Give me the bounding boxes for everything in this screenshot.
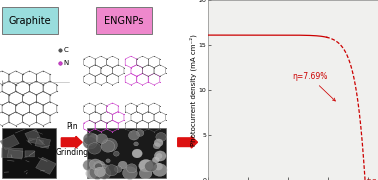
Polygon shape	[2, 148, 23, 158]
Circle shape	[122, 167, 137, 179]
Y-axis label: Photocurrent density (mA cm⁻²): Photocurrent density (mA cm⁻²)	[190, 34, 197, 146]
Polygon shape	[35, 137, 51, 148]
Circle shape	[156, 154, 162, 159]
Circle shape	[132, 149, 142, 158]
Circle shape	[86, 168, 98, 179]
Circle shape	[83, 160, 96, 171]
Text: N: N	[64, 60, 69, 66]
FancyArrow shape	[61, 136, 82, 148]
FancyBboxPatch shape	[2, 128, 56, 178]
Polygon shape	[7, 150, 23, 159]
Circle shape	[96, 169, 103, 175]
Text: ENGNPs: ENGNPs	[104, 16, 143, 26]
Circle shape	[96, 134, 107, 143]
FancyBboxPatch shape	[2, 7, 58, 34]
Circle shape	[129, 131, 139, 140]
Text: C: C	[64, 47, 68, 53]
Circle shape	[139, 159, 153, 172]
Circle shape	[152, 164, 167, 176]
FancyBboxPatch shape	[87, 128, 166, 178]
Circle shape	[83, 137, 97, 149]
Text: Graphite: Graphite	[9, 16, 51, 26]
Polygon shape	[36, 157, 56, 174]
Circle shape	[118, 161, 127, 169]
Circle shape	[144, 161, 157, 172]
Circle shape	[93, 161, 105, 171]
Circle shape	[134, 142, 138, 146]
Circle shape	[83, 133, 98, 145]
Circle shape	[127, 164, 137, 173]
Circle shape	[94, 163, 102, 170]
Circle shape	[102, 138, 117, 152]
Circle shape	[98, 168, 111, 179]
Circle shape	[89, 159, 101, 170]
Circle shape	[156, 132, 166, 141]
Circle shape	[101, 140, 115, 152]
Polygon shape	[28, 138, 43, 145]
Circle shape	[136, 130, 144, 136]
Circle shape	[154, 139, 163, 147]
Text: Pin: Pin	[66, 122, 77, 131]
Polygon shape	[25, 129, 40, 141]
Circle shape	[99, 164, 109, 173]
Circle shape	[113, 151, 119, 156]
Circle shape	[106, 159, 110, 163]
Circle shape	[94, 167, 105, 177]
FancyArrow shape	[178, 136, 197, 148]
Circle shape	[89, 134, 98, 142]
Circle shape	[95, 163, 105, 172]
Circle shape	[154, 163, 163, 170]
Text: Grinding: Grinding	[55, 148, 88, 157]
Circle shape	[88, 143, 101, 154]
Circle shape	[154, 151, 166, 161]
Circle shape	[139, 168, 152, 179]
Circle shape	[89, 165, 105, 179]
Polygon shape	[0, 135, 19, 150]
Circle shape	[152, 157, 160, 163]
Text: η=7.69%: η=7.69%	[292, 72, 335, 101]
Circle shape	[105, 165, 118, 176]
FancyBboxPatch shape	[96, 7, 152, 34]
Circle shape	[153, 143, 160, 149]
Circle shape	[115, 166, 122, 172]
Polygon shape	[25, 151, 34, 157]
